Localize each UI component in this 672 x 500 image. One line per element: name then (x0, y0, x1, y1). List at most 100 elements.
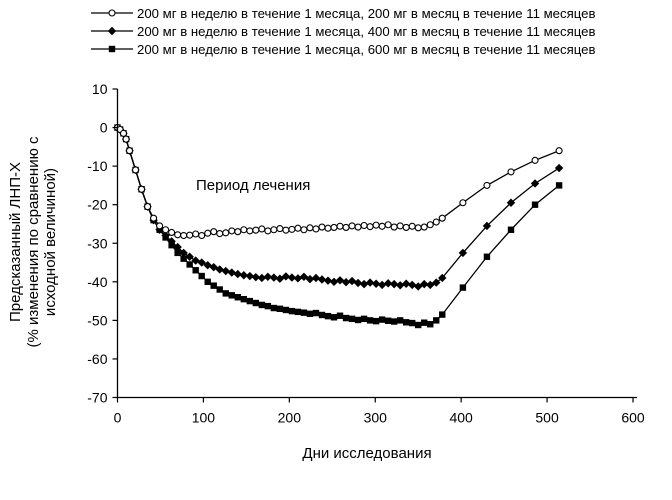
series-1-point (360, 221, 368, 230)
series-3-point (366, 317, 374, 324)
series-2-point (395, 281, 405, 290)
series-1-point (240, 226, 248, 234)
series-3-point (330, 314, 338, 321)
series-3-point (174, 249, 181, 257)
series-3-point (336, 312, 344, 319)
series-2-point (281, 272, 291, 281)
x-tick-label: 300 (364, 410, 388, 426)
series-3-point (360, 315, 368, 323)
series-1-point (390, 223, 398, 231)
series-2-point (287, 273, 297, 282)
series-1-point (282, 226, 290, 234)
series-3-point (354, 316, 362, 324)
series-1-point (348, 222, 356, 230)
series-2-point (482, 221, 492, 231)
series-3-point (222, 290, 229, 297)
series-3-point (306, 310, 314, 318)
series-3-point (246, 297, 254, 305)
y-tick-label: -40 (87, 274, 107, 290)
axes (116, 89, 637, 399)
series-2-point (245, 271, 255, 281)
series-1-point (258, 225, 266, 233)
series-3-point (318, 311, 326, 319)
series-3-point (324, 312, 332, 320)
x-tick-label: 0 (114, 410, 122, 426)
y-ticks: 10 0 -10 -20 -30 -40 -50 -60 -70 (87, 81, 118, 406)
x-ticks: 0 100 200 300 400 500 600 (114, 397, 645, 426)
series-1-point (162, 226, 170, 234)
series-1-point (324, 224, 332, 232)
y-tick-label: -10 (87, 158, 107, 174)
series-2-point (420, 279, 429, 289)
series-1-point (222, 229, 230, 237)
series-3-point (408, 319, 416, 327)
y-axis-label-line-1: Предсказанный ЛНП-Х (7, 162, 24, 322)
series-2-point (173, 242, 182, 252)
series-3-point (348, 315, 356, 323)
y-tick-label: -50 (87, 312, 107, 328)
legend-label: 200 мг в неделю в течение 1 месяца, 200 … (137, 6, 595, 21)
plot-area (113, 123, 564, 329)
series-3-point (276, 305, 284, 313)
series-1-point (408, 222, 416, 230)
series-3-point (198, 272, 205, 280)
series-1-point (378, 222, 386, 230)
series-2-point (438, 273, 447, 283)
series-3-point (342, 314, 350, 322)
series-2-point (329, 277, 339, 287)
series-1-point (168, 228, 176, 237)
series-1-point (459, 199, 467, 207)
series-2-point (317, 275, 327, 284)
series-1-point (414, 224, 422, 232)
series-1-point (156, 222, 164, 230)
series-2-point (371, 279, 381, 288)
series-3-point (459, 284, 467, 291)
series-3-point (439, 311, 446, 318)
series-1-point (438, 214, 446, 222)
series-1 (113, 124, 563, 240)
series-1-point (384, 221, 392, 229)
series-3-point (210, 282, 217, 289)
series-3-point (390, 318, 398, 325)
series-1-point (125, 147, 134, 155)
series-2-point (263, 272, 273, 281)
series-3-point (555, 182, 563, 189)
series-1-point (366, 223, 374, 231)
series-1-point (354, 223, 362, 231)
series-2-point (251, 272, 261, 282)
series-2-point (167, 237, 176, 246)
series-3-point (192, 267, 199, 274)
y-tick-label: 10 (92, 81, 108, 97)
legend-label: 200 мг в неделю в течение 1 месяца, 400 … (137, 24, 595, 39)
series-1-point (122, 135, 130, 143)
legend: 200 мг в неделю в течение 1 месяца, 200 … (91, 6, 595, 57)
legend-label: 200 мг в неделю в течение 1 месяца, 600 … (137, 42, 595, 57)
series-3-point (384, 317, 392, 324)
series-1-point (234, 228, 242, 236)
series-1-point (483, 181, 491, 189)
series-2-point (257, 273, 267, 283)
series-3-point (531, 201, 539, 208)
series-3-point (186, 261, 193, 268)
series-1-point (336, 222, 344, 230)
series-1-point (555, 147, 563, 155)
series-3-point (252, 299, 260, 307)
series-1-point (318, 223, 326, 231)
y-axis-label-line-3: исходной величиной) (42, 168, 59, 316)
series-1-point (198, 231, 206, 240)
legend-entry-3: 200 мг в неделю в течение 1 месяца, 600 … (91, 42, 595, 57)
series-1-point (270, 226, 278, 234)
series-1-point (288, 225, 296, 233)
series-2-point (530, 179, 540, 188)
series-1-point (216, 230, 224, 238)
series-2-point (197, 258, 206, 267)
legend-marker (107, 26, 117, 36)
series-2-point (221, 266, 230, 276)
series-1-point (186, 231, 194, 239)
series-3-point (294, 308, 302, 316)
series-1-point (507, 168, 515, 176)
series-2-point (233, 269, 242, 279)
series-2-point (401, 279, 411, 288)
series-1-point (276, 225, 284, 233)
y-tick-label: -60 (87, 351, 107, 367)
